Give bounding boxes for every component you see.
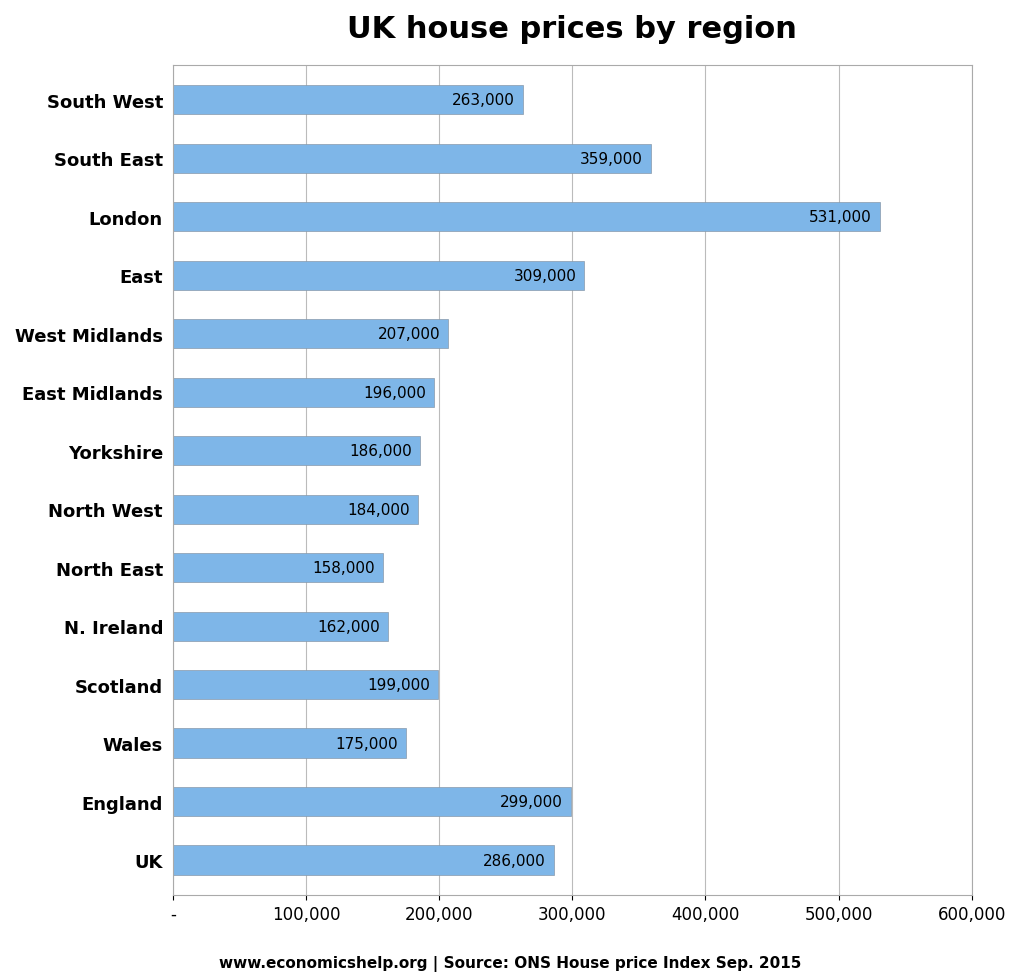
Text: 186,000: 186,000	[350, 444, 412, 459]
Text: 158,000: 158,000	[312, 561, 375, 575]
Text: 359,000: 359,000	[580, 151, 643, 167]
Bar	[173, 612, 388, 641]
Bar	[173, 203, 880, 233]
Text: 309,000: 309,000	[514, 269, 576, 283]
Bar	[173, 437, 421, 466]
Text: 175,000: 175,000	[335, 736, 398, 751]
Text: 184,000: 184,000	[347, 502, 409, 517]
Text: 286,000: 286,000	[483, 853, 545, 868]
Bar	[173, 378, 434, 407]
Bar	[173, 554, 383, 582]
Text: 207,000: 207,000	[378, 327, 440, 342]
Text: 531,000: 531,000	[810, 210, 872, 225]
Bar	[173, 729, 405, 758]
Bar	[173, 787, 571, 817]
Bar	[173, 145, 650, 174]
Text: 263,000: 263,000	[452, 93, 515, 108]
Bar	[173, 86, 523, 115]
Text: 299,000: 299,000	[500, 794, 563, 809]
Bar	[173, 262, 584, 290]
Text: 199,000: 199,000	[367, 677, 430, 693]
Bar	[173, 670, 438, 700]
Bar	[173, 495, 418, 525]
Bar	[173, 319, 448, 349]
Text: 196,000: 196,000	[362, 385, 426, 401]
Text: 162,000: 162,000	[318, 619, 381, 634]
Text: www.economicshelp.org | Source: ONS House price Index Sep. 2015: www.economicshelp.org | Source: ONS Hous…	[220, 956, 801, 971]
Bar	[173, 845, 553, 874]
Title: UK house prices by region: UK house prices by region	[347, 15, 797, 44]
